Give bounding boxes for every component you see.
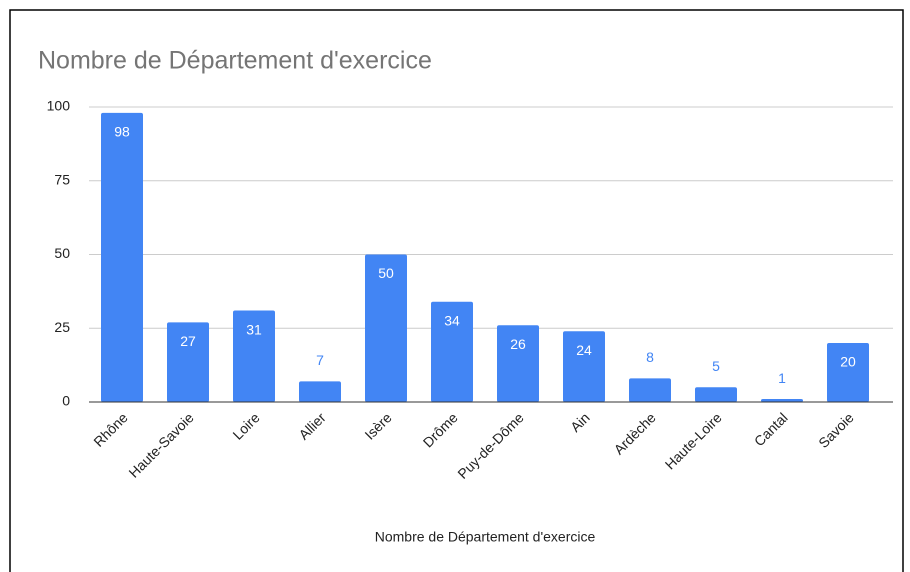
bar <box>431 301 473 402</box>
data-label: 98 <box>114 124 130 140</box>
bar <box>365 254 407 402</box>
bar <box>563 331 605 402</box>
bar <box>497 325 539 402</box>
bar <box>167 322 209 402</box>
frame <box>9 9 904 572</box>
data-label: 8 <box>646 349 654 365</box>
y-tick-label: 0 <box>62 393 70 409</box>
bar <box>629 378 671 402</box>
x-axis-label: Nombre de Département d'exercice <box>375 529 596 545</box>
bar <box>299 381 341 402</box>
data-label: 5 <box>712 358 720 374</box>
data-label: 31 <box>246 321 262 337</box>
data-label: 20 <box>840 354 856 370</box>
bar <box>101 112 143 403</box>
y-tick-label: 75 <box>54 171 70 187</box>
data-label: 7 <box>316 352 324 368</box>
data-label: 50 <box>378 265 394 281</box>
bar <box>233 310 275 402</box>
data-label: 26 <box>510 336 526 352</box>
data-label: 34 <box>444 312 460 328</box>
y-tick-label: 25 <box>54 319 70 335</box>
bar <box>695 387 737 402</box>
y-tick-label: 100 <box>47 98 71 114</box>
data-label: 27 <box>180 333 196 349</box>
chart-title: Nombre de Département d'exercice <box>38 47 432 75</box>
y-tick-label: 50 <box>54 245 70 261</box>
data-label: 24 <box>576 342 592 358</box>
data-label: 1 <box>778 370 786 386</box>
bar <box>827 343 869 402</box>
bar <box>761 399 803 402</box>
